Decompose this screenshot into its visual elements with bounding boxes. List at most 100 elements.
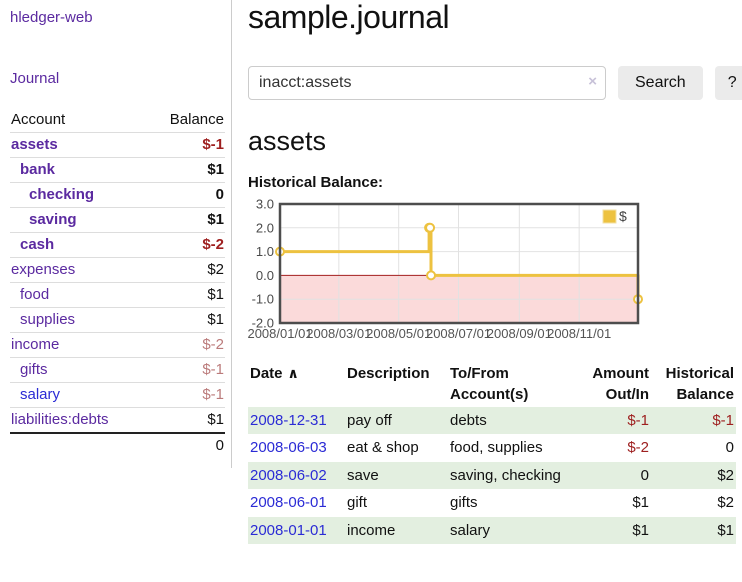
register-column-header[interactable]: Date ∧ [248,362,345,407]
transaction-accounts: salary [450,521,491,539]
account-row: gifts $-1 [10,357,225,383]
x-axis-tick-label: 2008/01/01 [248,326,313,341]
account-link[interactable]: checking [29,186,95,203]
transaction-balance: $-1 [712,411,734,429]
account-balance: $1 [147,307,225,333]
nav-journal-link[interactable]: Journal [10,70,60,87]
sidebar: hledger-web Journal Account Balance asse… [0,0,232,468]
y-axis-tick-label: 2.0 [256,221,274,236]
register-column-header: Amount Out/In [573,362,651,407]
balance-column-header: Balance [169,111,224,128]
x-axis-tick-label: 2008/03/01 [306,326,371,341]
transaction-balance: $2 [717,466,734,484]
header-label: Description [347,365,430,383]
y-axis-tick-label: 1.0 [256,245,274,260]
historical-balance-chart: $3.0 2.0 1.0 0.0 -1.0 -2.0 2008/01/01 2008/03/0… [248,199,742,345]
sort-ascending-icon[interactable]: ∧ [287,365,299,382]
transaction-amount: $1 [632,494,649,512]
x-axis-tick-label: 2008/09/01 [487,326,552,341]
account-link[interactable]: cash [20,236,55,253]
account-row: supplies $1 [10,307,225,333]
transaction-date-link[interactable]: 2008-12-31 [250,411,327,429]
accounts-header-row: Account Balance [10,107,225,133]
header-label: Historical [665,365,734,383]
account-balance: $-1 [147,382,225,408]
account-balance: $2 [147,257,225,283]
account-row: food $1 [10,282,225,308]
transaction-accounts: saving, checking [450,466,561,484]
help-button[interactable]: ? [714,66,742,101]
register-table: Date ∧ Description To/From Account(s) Amount O… [248,362,736,545]
data-point-marker [426,270,437,281]
transaction-row: 2008-01-01 income salary $1 $1 [248,516,736,545]
transaction-description: save [347,466,379,484]
transaction-row: 2008-06-03 eat & shop food, supplies $-2 0 [248,434,736,462]
transaction-row: 2008-06-01 gift gifts $1 $2 [248,489,736,517]
clear-search-icon[interactable]: × [588,73,597,91]
account-balance: $1 [147,157,225,183]
legend-label: $ [619,208,627,224]
account-link[interactable]: bank [20,161,56,178]
transaction-accounts: gifts [450,494,478,512]
total-spacer [10,432,148,458]
account-balance: $-2 [147,332,225,358]
account-row: expenses $2 [10,257,225,283]
header-label: Account(s) [450,385,529,403]
account-link[interactable]: food [20,286,50,303]
transaction-amount: $-2 [627,439,649,457]
header-label: To/From [450,365,509,383]
account-link[interactable]: gifts [20,361,48,378]
x-axis-tick-label: 2008/11/01 [547,326,611,341]
search-button[interactable]: Search [618,66,703,101]
legend-swatch [602,209,617,224]
account-balance: $-1 [147,132,225,158]
register-column-header: To/From Account(s) [448,362,573,407]
register-column-header: Historical Balance [651,362,736,407]
search-input[interactable] [248,66,606,101]
account-column-header: Account [11,111,66,128]
accounts-total-value: 0 [147,432,225,458]
account-balance: $-2 [147,232,225,258]
accounts-total-row: 0 [10,432,225,458]
transaction-date-link[interactable]: 2008-06-03 [250,439,327,457]
account-row: liabilities:debts $1 [10,407,225,433]
transaction-balance: $1 [717,521,734,539]
transaction-date-link[interactable]: 2008-06-01 [250,494,327,512]
account-link[interactable]: income [11,336,60,353]
account-link[interactable]: salary [20,386,61,403]
transaction-date-link[interactable]: 2008-01-01 [250,521,327,539]
account-row: checking 0 [10,182,225,208]
transaction-description: gift [347,494,368,512]
register-header-row: Date ∧ Description To/From Account(s) Amount O… [248,362,736,407]
header-label: Balance [676,385,734,403]
account-link[interactable]: liabilities:debts [11,411,109,428]
account-link[interactable]: supplies [20,311,76,328]
transaction-date-link[interactable]: 2008-06-02 [250,466,327,484]
transaction-accounts: debts [450,411,487,429]
transaction-balance: 0 [725,439,734,457]
transaction-amount: $-1 [627,411,649,429]
account-heading: assets [248,126,327,157]
chart-border [278,203,640,325]
account-link[interactable]: saving [29,211,77,228]
account-balance: $-1 [147,357,225,383]
brand-link[interactable]: hledger-web [10,9,93,26]
transaction-balance: $2 [717,494,734,512]
chart-svg: $3.0 2.0 1.0 0.0 -1.0 -2.02008/01/012008/03/0… [248,199,643,341]
account-balance: $1 [147,282,225,308]
account-row: assets $-1 [10,132,225,158]
transaction-accounts: food, supplies [450,439,543,457]
account-link[interactable]: expenses [11,261,76,278]
transaction-row: 2008-06-02 save saving, checking 0 $2 [248,461,736,490]
x-axis-tick-label: 2008/05/01 [366,326,431,341]
search-bar: × Search ? [248,66,742,101]
account-link[interactable]: assets [11,136,58,153]
transaction-amount: $1 [632,521,649,539]
data-point-marker [425,223,436,234]
account-row: bank $1 [10,157,225,183]
header-label: Date [250,365,283,383]
chart-title: Historical Balance: [248,174,384,192]
main-content: sample.journal × Search ? assets Histori… [232,0,742,545]
transaction-row: 2008-12-31 pay off debts $-1 $-1 [248,406,736,435]
y-axis-tick-label: -1.0 [252,292,274,307]
